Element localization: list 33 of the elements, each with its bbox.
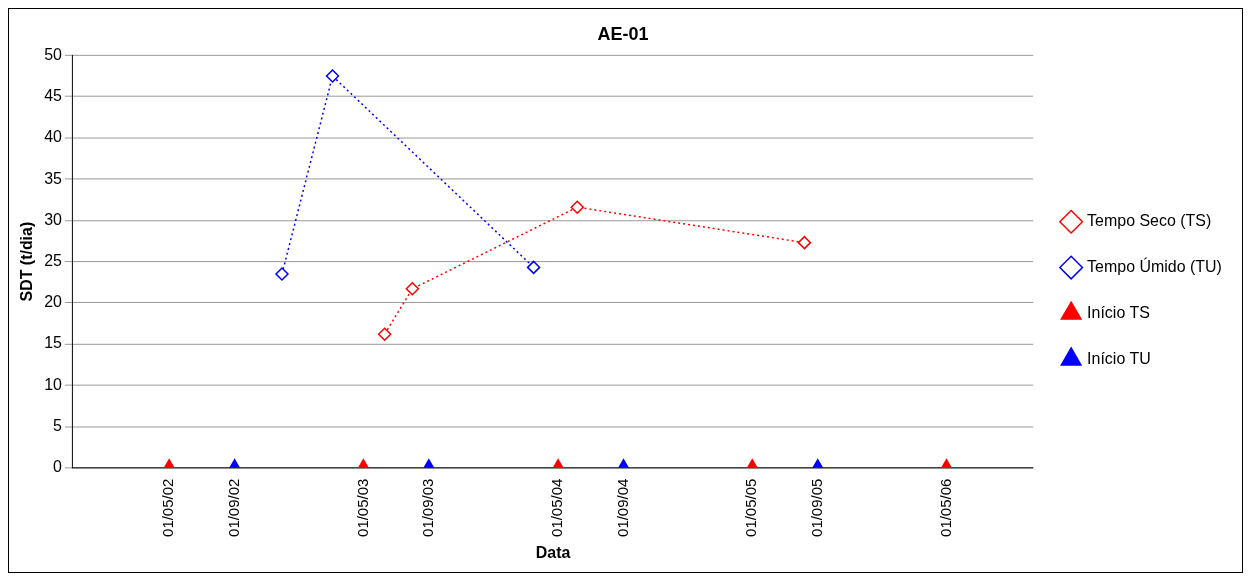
y-tick-label: 5: [53, 416, 63, 434]
x-tick-label: 01/05/05: [742, 478, 760, 537]
y-tick-label: 25: [44, 252, 63, 269]
point: [526, 260, 541, 275]
x-axis-title: Data: [535, 543, 571, 561]
y-tick-label: 0: [53, 458, 63, 476]
point: [405, 282, 420, 296]
y-tick-label: 45: [44, 87, 63, 105]
x-tick-label: 01/05/03: [353, 478, 371, 537]
y-tick-label: 15: [44, 334, 63, 352]
y-tick-label: 40: [44, 128, 63, 146]
x-tick-label: 01/09/04: [613, 478, 631, 537]
x-tick-label: 01/09/03: [418, 478, 436, 537]
point: [570, 200, 584, 214]
point: [275, 267, 289, 281]
y-tick-label: 30: [44, 210, 63, 228]
y-axis-title: SDT (t/dia): [17, 221, 35, 302]
y-tick-label: 50: [44, 45, 63, 63]
x-tick-label: 01/05/04: [548, 478, 566, 537]
y-tick-label: 20: [44, 293, 63, 311]
point: [797, 235, 812, 250]
y-tick-label: 35: [44, 169, 63, 187]
legend-label: Início TU: [1087, 349, 1151, 367]
point: [377, 327, 392, 341]
x-tick-label: 01/09/05: [807, 478, 825, 537]
y-tick-label: 10: [44, 375, 63, 393]
x-tick-label: 01/05/02: [159, 478, 177, 537]
legend-label: Tempo Seco (TS): [1087, 212, 1212, 230]
x-tick-label: 01/05/06: [936, 478, 954, 537]
legend-label: Tempo Úmido (TU): [1087, 256, 1222, 275]
x-tick-label: 01/09/02: [224, 478, 242, 537]
chart-title: AE-01: [597, 23, 649, 44]
legend-label: Início TS: [1087, 303, 1150, 321]
